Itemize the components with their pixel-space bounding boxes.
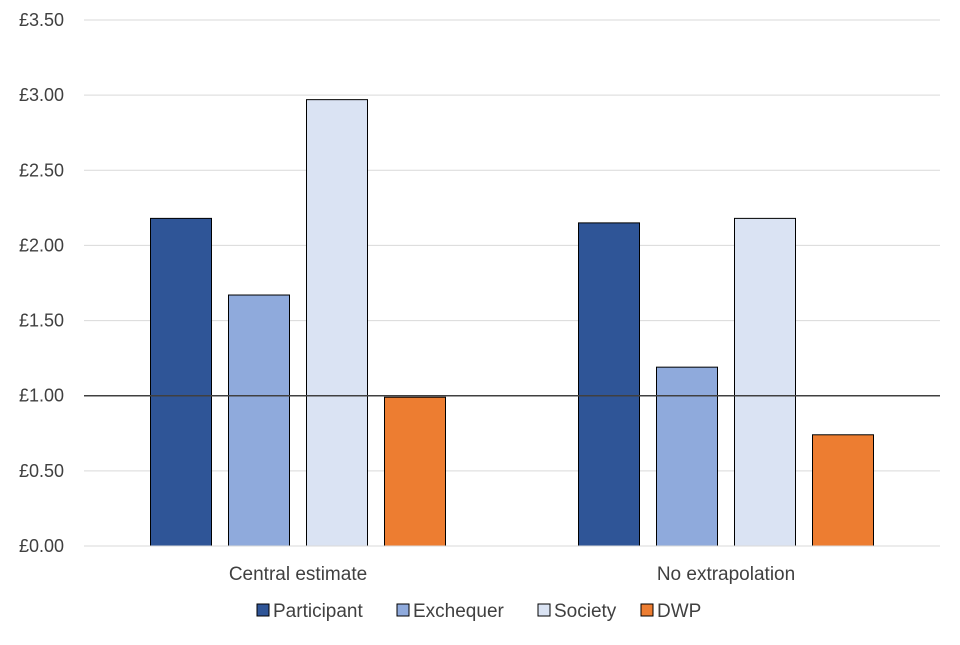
bar-society [306,99,368,547]
legend-label-society: Society [554,601,617,622]
bars [150,99,874,547]
legend: Participant Exchequer Society DWP [256,601,701,622]
category-label: Central estimate [229,564,367,585]
legend-swatch-participant [256,603,270,617]
y-tick-label: £2.00 [19,235,64,255]
y-tick-label: £3.50 [19,10,64,30]
legend-swatch-exchequer [396,603,410,617]
bar-participant [578,222,640,547]
y-tick-label: £3.00 [19,85,64,105]
y-tick-label: £0.00 [19,536,64,556]
bar-exchequer [228,294,290,547]
category-label: No extrapolation [657,564,795,585]
bar-participant [150,217,212,547]
category-labels: Central estimate No extrapolation [229,564,795,585]
y-tick-label: £1.50 [19,311,64,331]
bar-dwp [384,396,446,547]
bar-dwp [812,434,874,547]
y-tick-label: £2.50 [19,160,64,180]
legend-label-dwp: DWP [657,601,701,622]
legend-swatch-society [537,603,551,617]
y-tick-label: £0.50 [19,461,64,481]
y-axis-ticks: £0.00 £0.50 £1.00 £1.50 £2.00 £2.50 £3.00 £3.50 [19,10,64,556]
y-tick-label: £1.00 [19,386,64,406]
legend-swatch-dwp [640,603,654,617]
legend-label-participant: Participant [273,601,363,622]
gridlines [84,19,940,472]
bar-exchequer [656,366,718,547]
legend-label-exchequer: Exchequer [413,601,505,622]
bar-society [734,217,796,547]
